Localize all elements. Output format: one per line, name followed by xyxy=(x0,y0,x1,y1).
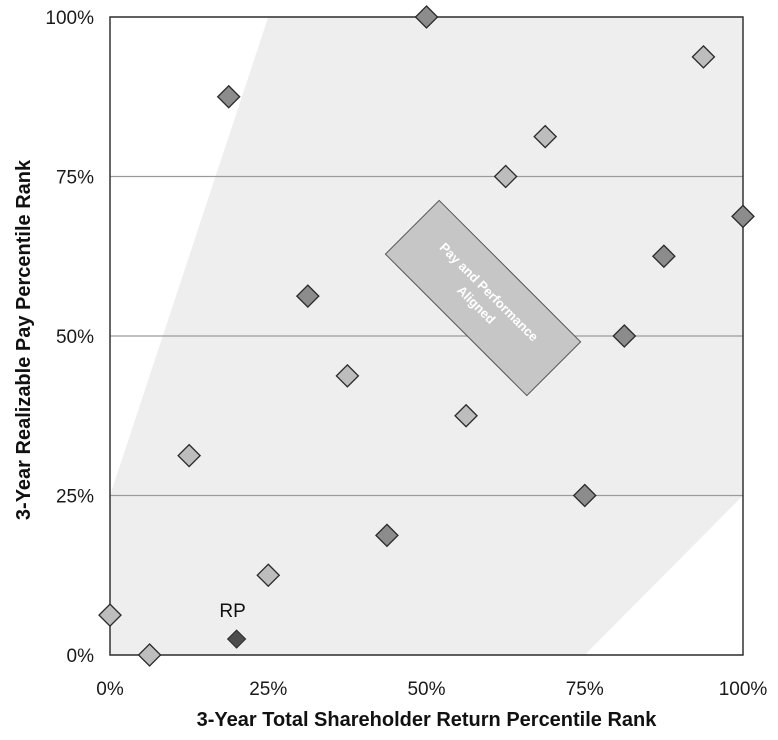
rp-data-point xyxy=(226,629,247,649)
data-point xyxy=(375,523,399,548)
data-point xyxy=(177,443,202,468)
data-point xyxy=(335,363,360,388)
y-tick-label: 0% xyxy=(67,646,95,667)
data-point xyxy=(295,284,320,309)
data-point xyxy=(731,204,755,229)
x-tick-label: 0% xyxy=(96,679,124,700)
data-point xyxy=(454,403,478,428)
data-point xyxy=(651,244,676,269)
data-point xyxy=(533,124,558,149)
data-point xyxy=(98,603,122,628)
y-axis-title: 3-Year Realizable Pay Percentile Rank xyxy=(13,159,35,520)
data-point xyxy=(691,44,716,69)
x-axis-ticks: 0% 25% 50% 75% 100% xyxy=(96,679,767,700)
data-point xyxy=(572,483,597,508)
y-tick-label: 25% xyxy=(56,487,94,508)
data-point xyxy=(256,563,281,588)
data-point xyxy=(137,643,162,667)
x-axis-title: 3-Year Total Shareholder Return Percenti… xyxy=(197,709,658,731)
rp-label: RP xyxy=(219,601,245,622)
x-tick-label: 100% xyxy=(719,679,768,700)
y-tick-label: 100% xyxy=(45,8,94,29)
y-axis-ticks: 0% 25% 50% 75% 100% xyxy=(45,8,94,667)
x-tick-label: 25% xyxy=(249,679,287,700)
y-tick-label: 75% xyxy=(56,168,94,189)
data-point xyxy=(414,5,439,29)
y-tick-label: 50% xyxy=(56,327,94,348)
x-tick-label: 50% xyxy=(407,679,445,700)
data-point xyxy=(612,324,637,348)
band-label-box xyxy=(384,199,582,397)
x-tick-label: 75% xyxy=(566,679,604,700)
data-point xyxy=(216,84,241,109)
data-point xyxy=(493,164,518,189)
data-points xyxy=(98,5,755,667)
